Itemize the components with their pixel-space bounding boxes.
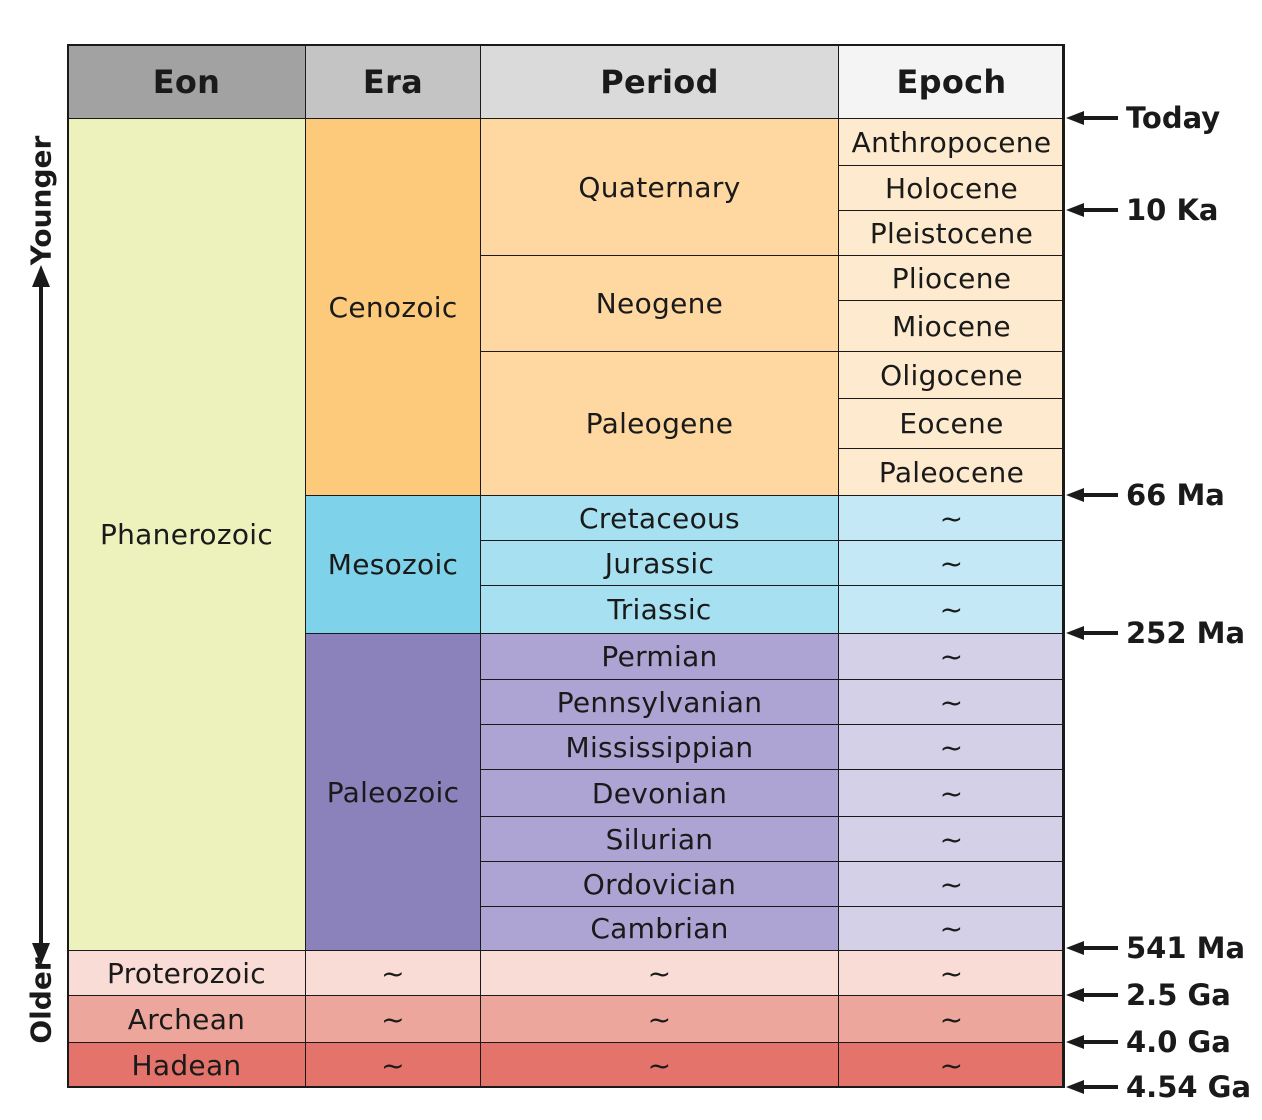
period-neogene: Neogene bbox=[480, 255, 839, 352]
age-axis-double-arrow-icon bbox=[32, 265, 50, 965]
era-placeholder: ~ bbox=[305, 950, 481, 996]
epoch-placeholder: ~ bbox=[838, 633, 1065, 680]
period-placeholder: ~ bbox=[480, 1042, 839, 1088]
eon-archean: Archean bbox=[67, 995, 306, 1043]
time-marker-label: 2.5 Ga bbox=[1126, 978, 1231, 1012]
header-period: Period bbox=[480, 44, 839, 119]
epoch-placeholder: ~ bbox=[838, 995, 1065, 1043]
epoch-eocene: Eocene bbox=[838, 398, 1065, 449]
era-cenozoic: Cenozoic bbox=[305, 118, 481, 496]
era-mesozoic: Mesozoic bbox=[305, 495, 481, 634]
left-arrow-icon bbox=[1066, 203, 1118, 217]
epoch-placeholder: ~ bbox=[838, 950, 1065, 996]
eon-phanerozoic: Phanerozoic bbox=[67, 118, 306, 951]
left-arrow-icon bbox=[1066, 626, 1118, 640]
epoch-pliocene: Pliocene bbox=[838, 255, 1065, 301]
epoch-placeholder: ~ bbox=[838, 816, 1065, 862]
era-placeholder: ~ bbox=[305, 995, 481, 1043]
header-epoch: Epoch bbox=[838, 44, 1065, 119]
epoch-miocene: Miocene bbox=[838, 300, 1065, 352]
left-arrow-icon bbox=[1066, 1080, 1118, 1094]
period-placeholder: ~ bbox=[480, 950, 839, 996]
epoch-placeholder: ~ bbox=[838, 861, 1065, 907]
time-marker: 10 Ka bbox=[1066, 190, 1219, 230]
epoch-placeholder: ~ bbox=[838, 769, 1065, 817]
period-devonian: Devonian bbox=[480, 769, 839, 817]
epoch-oligocene: Oligocene bbox=[838, 351, 1065, 399]
era-placeholder: ~ bbox=[305, 1042, 481, 1088]
period-ordovician: Ordovician bbox=[480, 861, 839, 907]
epoch-paleocene: Paleocene bbox=[838, 448, 1065, 496]
epoch-holocene: Holocene bbox=[838, 165, 1065, 211]
period-pennsylvanian: Pennsylvanian bbox=[480, 679, 839, 725]
epoch-placeholder: ~ bbox=[838, 724, 1065, 770]
epoch-pleistocene: Pleistocene bbox=[838, 210, 1065, 256]
epoch-placeholder: ~ bbox=[838, 679, 1065, 725]
epoch-placeholder: ~ bbox=[838, 1042, 1065, 1088]
left-arrow-icon bbox=[1066, 111, 1118, 125]
epoch-anthropocene: Anthropocene bbox=[838, 118, 1065, 166]
period-paleogene: Paleogene bbox=[480, 351, 839, 496]
left-arrow-icon bbox=[1066, 988, 1118, 1002]
period-quaternary: Quaternary bbox=[480, 118, 839, 256]
epoch-placeholder: ~ bbox=[838, 585, 1065, 634]
period-mississippian: Mississippian bbox=[480, 724, 839, 770]
period-permian: Permian bbox=[480, 633, 839, 680]
period-triassic: Triassic bbox=[480, 585, 839, 634]
time-marker-label: 4.0 Ga bbox=[1126, 1025, 1231, 1059]
time-marker: 252 Ma bbox=[1066, 613, 1245, 653]
left-arrow-icon bbox=[1066, 1035, 1118, 1049]
time-marker-label: 66 Ma bbox=[1126, 478, 1225, 512]
time-marker: 4.0 Ga bbox=[1066, 1022, 1231, 1062]
era-paleozoic: Paleozoic bbox=[305, 633, 481, 951]
epoch-placeholder: ~ bbox=[838, 540, 1065, 586]
time-marker-label: 4.54 Ga bbox=[1126, 1070, 1252, 1104]
eon-hadean: Hadean bbox=[67, 1042, 306, 1088]
eon-proterozoic: Proterozoic bbox=[67, 950, 306, 996]
epoch-placeholder: ~ bbox=[838, 495, 1065, 541]
period-silurian: Silurian bbox=[480, 816, 839, 862]
time-marker: 4.54 Ga bbox=[1066, 1067, 1251, 1107]
time-marker-label: 10 Ka bbox=[1126, 193, 1219, 227]
time-marker: 2.5 Ga bbox=[1066, 975, 1231, 1015]
time-marker: 541 Ma bbox=[1066, 928, 1245, 968]
epoch-placeholder: ~ bbox=[838, 906, 1065, 951]
time-marker-label: Today bbox=[1126, 101, 1221, 135]
time-marker-label: 541 Ma bbox=[1126, 931, 1246, 965]
period-cretaceous: Cretaceous bbox=[480, 495, 839, 541]
time-marker: 66 Ma bbox=[1066, 475, 1225, 515]
period-cambrian: Cambrian bbox=[480, 906, 839, 951]
header-eon: Eon bbox=[67, 44, 306, 119]
axis-label-older: Older bbox=[24, 956, 58, 1044]
axis-label-younger: Younger bbox=[24, 135, 58, 265]
left-arrow-icon bbox=[1066, 941, 1118, 955]
period-placeholder: ~ bbox=[480, 995, 839, 1043]
header-era: Era bbox=[305, 44, 481, 119]
time-marker-label: 252 Ma bbox=[1126, 616, 1246, 650]
period-jurassic: Jurassic bbox=[480, 540, 839, 586]
left-arrow-icon bbox=[1066, 488, 1118, 502]
time-marker: Today bbox=[1066, 98, 1220, 138]
